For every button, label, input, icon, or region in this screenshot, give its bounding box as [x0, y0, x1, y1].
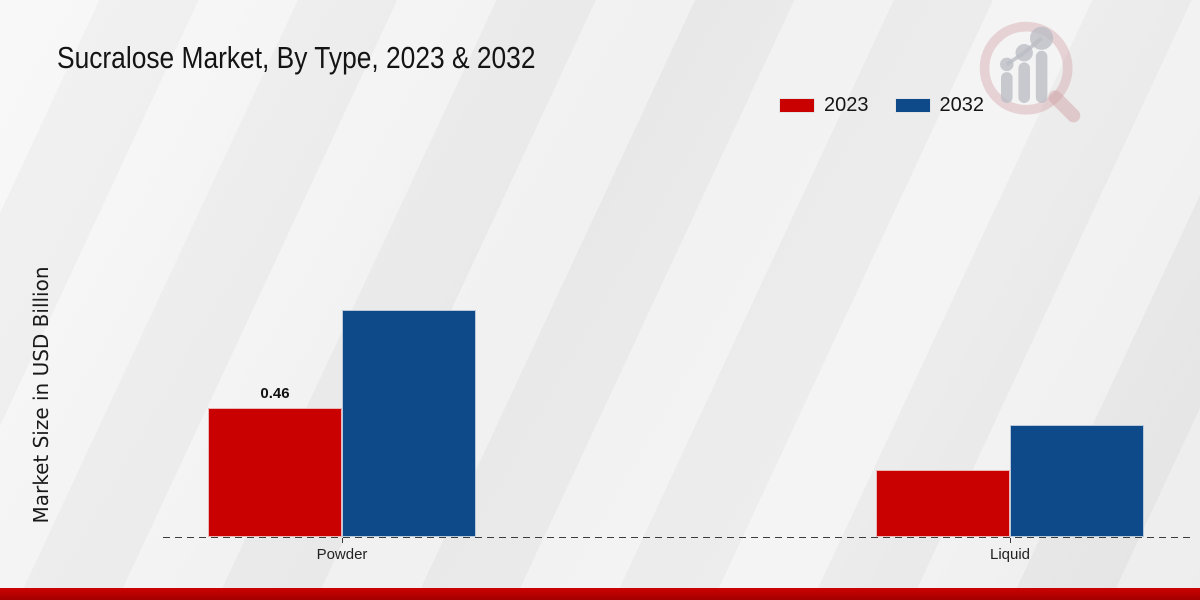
legend-item-2032: 2032 [894, 93, 985, 117]
x-axis-tick-powder [342, 538, 343, 543]
chart-title: Sucralose Market, By Type, 2023 & 2032 [57, 40, 536, 75]
legend-label-2032: 2032 [939, 93, 985, 116]
bar-powder-2032 [342, 310, 476, 537]
legend-label-2023: 2023 [824, 93, 869, 116]
legend-swatch-2032 [894, 97, 931, 113]
category-label-liquid: Liquid [989, 546, 1031, 563]
x-axis-tick-liquid [1010, 538, 1011, 543]
bar-powder-2023 [208, 408, 342, 537]
category-label-powder: Powder [316, 546, 368, 563]
bar-liquid-2032 [1010, 425, 1144, 537]
y-axis-label: Market Size in USD Billion [29, 266, 53, 524]
legend-swatch-2023 [779, 97, 815, 113]
bottom-accent-bar [0, 588, 1200, 600]
x-axis-line [163, 537, 1190, 538]
bar-value-label-powder-2023: 0.46 [260, 385, 290, 402]
magnifier-bar-chart-logo-icon [979, 21, 1081, 123]
legend: 2023 2032 [779, 93, 985, 117]
legend-item-2023: 2023 [779, 94, 869, 117]
bar-liquid-2023 [876, 470, 1010, 537]
